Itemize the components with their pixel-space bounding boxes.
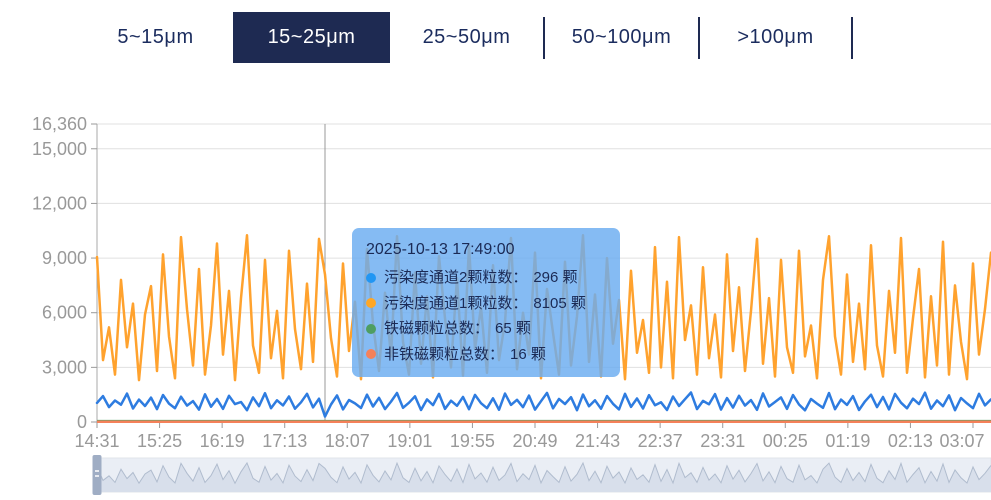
tooltip-row-channel2: 污染度通道2颗粒数： 296 颗 xyxy=(366,265,606,291)
x-axis-label: 16:19 xyxy=(200,431,245,451)
y-axis-label: 0 xyxy=(77,412,87,432)
series-dot-channel2 xyxy=(366,272,376,283)
datazoom-canvas[interactable] xyxy=(0,452,991,498)
tooltip-row-ferromagnetic: 铁磁颗粒总数： 65 颗 xyxy=(366,316,606,342)
datazoom-left-handle[interactable] xyxy=(92,455,102,495)
tab-50-100um[interactable]: 50~100μm xyxy=(545,12,698,63)
y-axis-label: 15,000 xyxy=(32,139,87,159)
y-axis-label: 16,360 xyxy=(32,114,87,134)
x-axis-label: 01:19 xyxy=(825,431,870,451)
tab-label: >100μm xyxy=(737,26,814,48)
series-dot-nonferromagnetic xyxy=(366,349,376,360)
tooltip-value: 16 颗 xyxy=(510,345,546,363)
tooltip-value: 296 颗 xyxy=(533,269,578,287)
x-axis-label: 20:49 xyxy=(512,431,557,451)
x-axis-label: 22:37 xyxy=(638,431,683,451)
tab-5-15um[interactable]: 5~15μm xyxy=(78,12,233,63)
x-axis-label: 15:25 xyxy=(137,431,182,451)
x-axis-label: 19:01 xyxy=(387,431,432,451)
tooltip-label: 污染度通道1颗粒数： xyxy=(384,294,528,312)
x-axis-label: 23:31 xyxy=(700,431,745,451)
tab-label: 50~100μm xyxy=(571,26,672,48)
x-axis-label: 03:07 xyxy=(939,431,984,451)
tooltip-value: 8105 颗 xyxy=(533,294,586,312)
tooltip-timestamp: 2025-10-13 17:49:00 xyxy=(366,241,515,258)
chart-tooltip: 2025-10-13 17:49:00 污染度通道2颗粒数： 296 颗 污染度… xyxy=(352,228,620,378)
y-axis-label: 12,000 xyxy=(32,193,87,213)
series-line-污染度通道2颗粒数 xyxy=(95,391,991,418)
x-axis-label: 14:31 xyxy=(74,431,119,451)
tab-label: 5~15μm xyxy=(117,26,194,48)
tooltip-row-nonferromagnetic: 非铁磁颗粒总数： 16 颗 xyxy=(366,342,606,368)
y-axis-label: 3,000 xyxy=(42,357,87,377)
x-axis-label: 18:07 xyxy=(325,431,370,451)
x-axis-label: 02:13 xyxy=(888,431,933,451)
tab-divider xyxy=(851,16,853,59)
x-axis-label: 19:55 xyxy=(450,431,495,451)
tab-label: 15~25μm xyxy=(267,26,356,48)
tooltip-label: 铁磁颗粒总数： xyxy=(384,320,490,338)
tab-25-50um[interactable]: 25~50μm xyxy=(390,12,543,63)
y-axis-label: 9,000 xyxy=(42,248,87,268)
tab-divider xyxy=(543,16,545,59)
datazoom-line xyxy=(96,461,991,485)
datazoom-slider[interactable] xyxy=(0,452,991,498)
y-axis-label: 6,000 xyxy=(42,303,87,323)
tab-divider xyxy=(698,16,700,59)
x-axis-label: 00:25 xyxy=(763,431,808,451)
tooltip-label: 污染度通道2颗粒数： xyxy=(384,269,528,287)
tooltip-label: 非铁磁颗粒总数： xyxy=(384,345,505,363)
x-axis-label: 21:43 xyxy=(575,431,620,451)
x-axis-label: 17:13 xyxy=(262,431,307,451)
particle-trend-chart[interactable]: 16,360 15,000 12,000 9,000 6,000 3,000 0 14:31 1… xyxy=(0,70,991,455)
tooltip-value: 65 颗 xyxy=(495,320,531,338)
series-dot-channel1 xyxy=(366,298,376,309)
tooltip-row-channel1: 污染度通道1颗粒数： 8105 颗 xyxy=(366,291,606,317)
tab-label: 25~50μm xyxy=(422,26,511,48)
particle-size-tabbar: 5~15μm 15~25μm 25~50μm 50~100μm >100μm xyxy=(0,12,991,63)
tab-gt-100um[interactable]: >100μm xyxy=(700,12,851,63)
tab-15-25um[interactable]: 15~25μm xyxy=(233,12,390,63)
series-dot-ferromagnetic xyxy=(366,323,376,334)
